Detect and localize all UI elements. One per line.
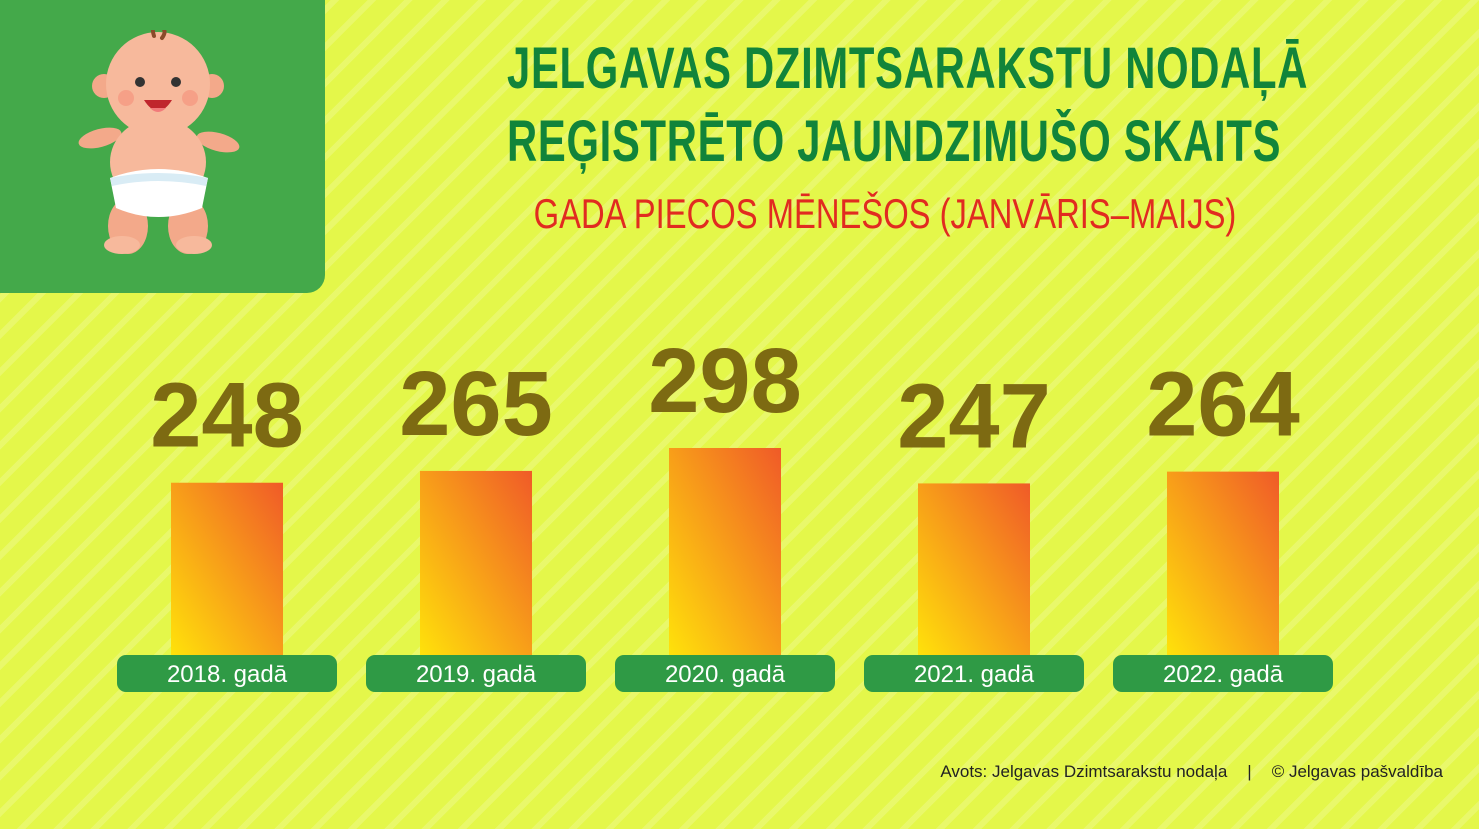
bar-2 — [669, 448, 781, 655]
baby-icon — [78, 30, 240, 254]
category-pill-3 — [864, 655, 1084, 692]
subtitle: GADA PIECOS MĒNEŠOS (JANVĀRIS–MAIJS) — [533, 190, 1237, 237]
category-pill-0 — [117, 655, 337, 692]
source-note: Avots: Jelgavas Dzimtsarakstu nodaļa | © J… — [940, 762, 1443, 782]
value-label-3: 247 — [897, 365, 1051, 467]
category-label-1: 2019. gadā — [416, 661, 537, 688]
source-text: Avots: Jelgavas Dzimtsarakstu nodaļa — [940, 762, 1228, 781]
value-label-4: 264 — [1146, 354, 1300, 456]
category-pill-2 — [615, 655, 835, 692]
value-label-1: 265 — [399, 353, 553, 455]
bar-0 — [171, 482, 283, 655]
bar-1 — [420, 470, 532, 655]
category-label-2: 2020. gadā — [665, 661, 786, 688]
category-label-4: 2022. gadā — [1163, 661, 1284, 688]
bar-3 — [918, 483, 1030, 655]
category-label-3: 2021. gadā — [914, 661, 1035, 688]
category-label-0: 2018. gadā — [167, 661, 288, 688]
illustration-panel — [0, 0, 325, 293]
value-label-0: 248 — [150, 365, 304, 467]
copyright-text: © Jelgavas pašvaldība — [1271, 762, 1443, 781]
category-pill-4 — [1113, 655, 1333, 692]
title-line-2: REĢISTRĒTO JAUNDZIMUŠO SKAITS — [507, 109, 1282, 174]
value-label-2: 298 — [648, 330, 802, 432]
bar-4 — [1167, 471, 1279, 655]
separator: | — [1247, 762, 1252, 781]
category-pill-1 — [366, 655, 586, 692]
title-line-1: JELGAVAS DZIMTSARAKSTU NODAĻĀ — [507, 36, 1309, 101]
